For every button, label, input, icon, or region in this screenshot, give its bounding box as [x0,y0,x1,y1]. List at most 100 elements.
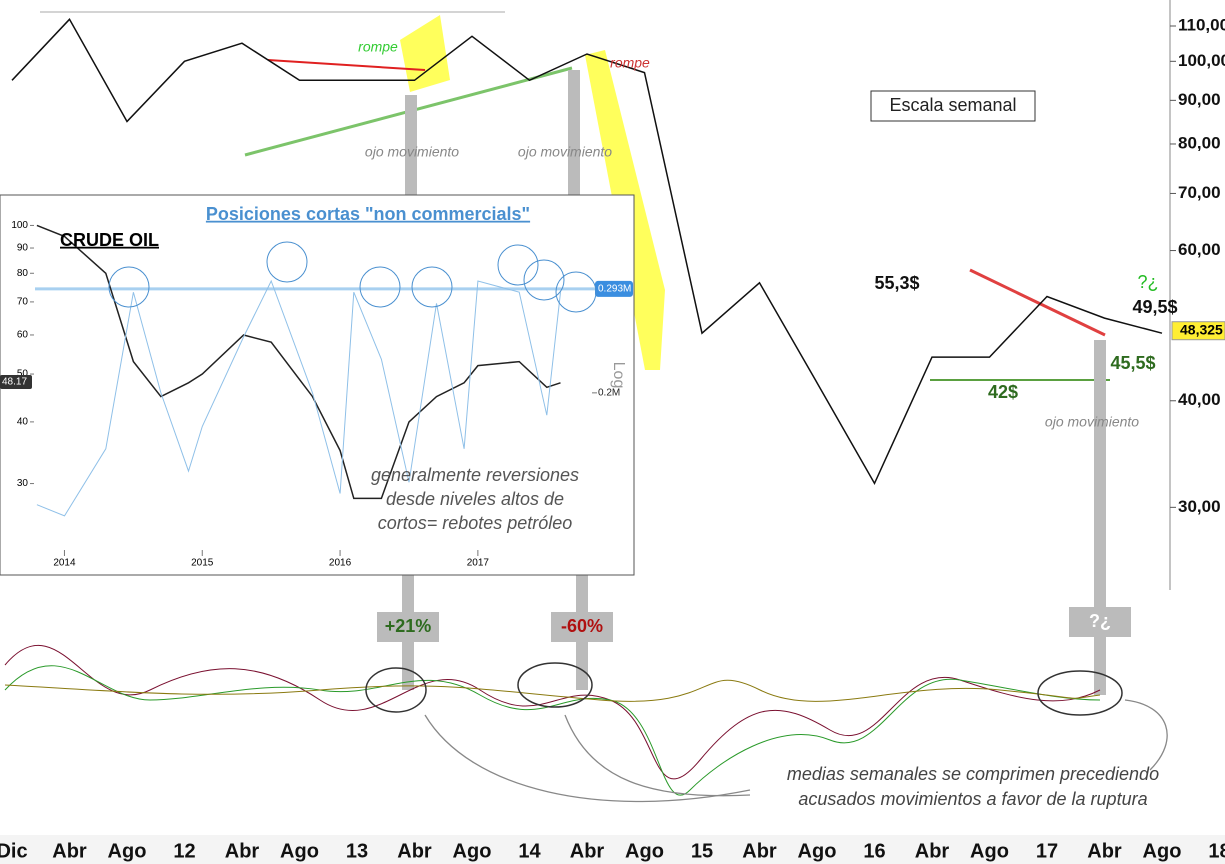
x-axis-band [0,835,1225,864]
y2-tick-label: 0.2M [598,388,620,399]
annotation: cortos= rebotes petróleo [378,513,573,533]
x-tick-label: Ago [625,840,664,862]
inset-panel [0,194,635,576]
annotation: Escala semanal [889,95,1016,115]
x-tick-label: 15 [691,840,713,862]
x-tick-label: 2017 [467,558,490,569]
label-box [870,90,1036,122]
y-tick-label: 30 [17,478,29,489]
label-box [1069,607,1131,637]
price-tag-label: 48,325 [1180,321,1223,337]
highlight-circle [555,271,597,313]
x-tick-label: Abr [570,840,605,862]
x-tick-label: Abr [397,840,432,862]
main-chart: 110,00 100,00 90,00 80,00 70,00 60,00 40,00 30,… [0,15,1225,862]
annotation: generalmente reversiones [371,465,579,485]
x-tick-label: 13 [346,840,368,862]
oscillator [4,665,1101,796]
trend-line [267,59,426,71]
annotation: rompe [358,39,398,55]
x-tick-label: 18 [1208,840,1225,862]
y2-tag [595,280,633,297]
x-tick-label: Ago [970,840,1009,862]
x-tick-label: Abr [1087,840,1122,862]
x-tick-label: Abr [225,840,260,862]
y-tick-label: 80,00 [1178,133,1221,152]
annotation: 45,5$ [1110,353,1155,373]
inset-chart: 30 40 50 60 70 80 90 100 2014 2015 2016 2017 0.2M 0.2… [0,204,633,569]
x-tick-label: 2016 [329,558,352,569]
y-tick-label: 30,00 [1178,497,1221,516]
highlight-ellipse [517,662,593,708]
annotation: desde niveles altos de [386,489,564,509]
y-tick-label: 90,00 [1178,90,1221,109]
y2-tick-label: 0.293M [598,284,631,295]
x-tick-label: Dic [0,840,28,862]
guide-bar [1094,340,1106,695]
annotation: ?¿ [1089,611,1111,631]
annotation: rompe [610,55,650,71]
x-tick-label: Abr [915,840,950,862]
arrow [1124,699,1168,771]
x-tick-label: Abr [742,840,777,862]
x-tick-label: Ago [1143,840,1182,862]
highlight-circle [497,244,539,286]
y-tick-label: 50 [17,369,29,380]
x-tick-label: 16 [863,840,885,862]
highlight-ellipse [1037,670,1123,716]
guide-bar [568,70,580,195]
price-line [36,224,561,500]
highlight [400,15,450,92]
x-tick-label: Ago [453,840,492,862]
annotation: 42$ [988,382,1018,402]
price-tag-label: 48.17 [2,377,27,388]
y-tick-label: 60 [17,330,29,341]
highlight-circle [411,266,453,308]
y-tick-label: 40 [17,417,29,428]
y-tick-label: 70,00 [1178,183,1221,202]
price-tag [0,375,32,390]
annotation: ojo movimiento [1045,414,1139,430]
y-tick-label: 110,00 [1178,15,1225,34]
annotation: +21% [385,616,432,636]
annotation: medias semanales se comprimen precediend… [787,764,1159,784]
y-tick-label: 70 [17,297,29,308]
trend-line [969,268,1106,337]
oscillator [4,679,1101,702]
arrow [564,714,751,797]
highlight-ellipse [365,667,427,713]
label-box [377,612,439,642]
highlight-circle [266,241,308,283]
y-tick-label: 100 [11,220,28,231]
y-tick-label: 90 [17,243,29,254]
annotation: acusados movimientos a favor de la ruptu… [798,789,1147,809]
x-tick-label: Ago [798,840,837,862]
annotation: 49,5$ [1132,297,1177,317]
label-box [551,612,613,642]
y-tick-label: 100,00 [1178,51,1225,70]
annotation: 55,3$ [874,273,919,293]
price-tag [1171,321,1225,341]
x-tick-label: 12 [173,840,195,862]
guide-bar [405,95,417,195]
highlight-circle [359,266,401,308]
oscillator [4,644,1101,780]
annotation: -60% [561,616,603,636]
highlight-circle [108,266,150,308]
arrow [424,714,751,803]
x-tick-label: Ago [108,840,147,862]
x-tick-label: Ago [280,840,319,862]
annotation: ojo movimiento [518,144,612,160]
inset-label: CRUDE OIL [60,230,159,250]
scale-label: Log [610,362,627,389]
y-tick-label: 80 [17,268,29,279]
price-line [11,18,1163,486]
highlight-circle [523,259,565,301]
annotation: ?¿ [1137,272,1158,292]
annotation: ojo movimiento [365,144,459,160]
x-tick-label: 14 [518,840,541,862]
x-tick-label: 2015 [191,558,214,569]
x-tick-label: Abr [52,840,87,862]
x-tick-label: 17 [1036,840,1058,862]
